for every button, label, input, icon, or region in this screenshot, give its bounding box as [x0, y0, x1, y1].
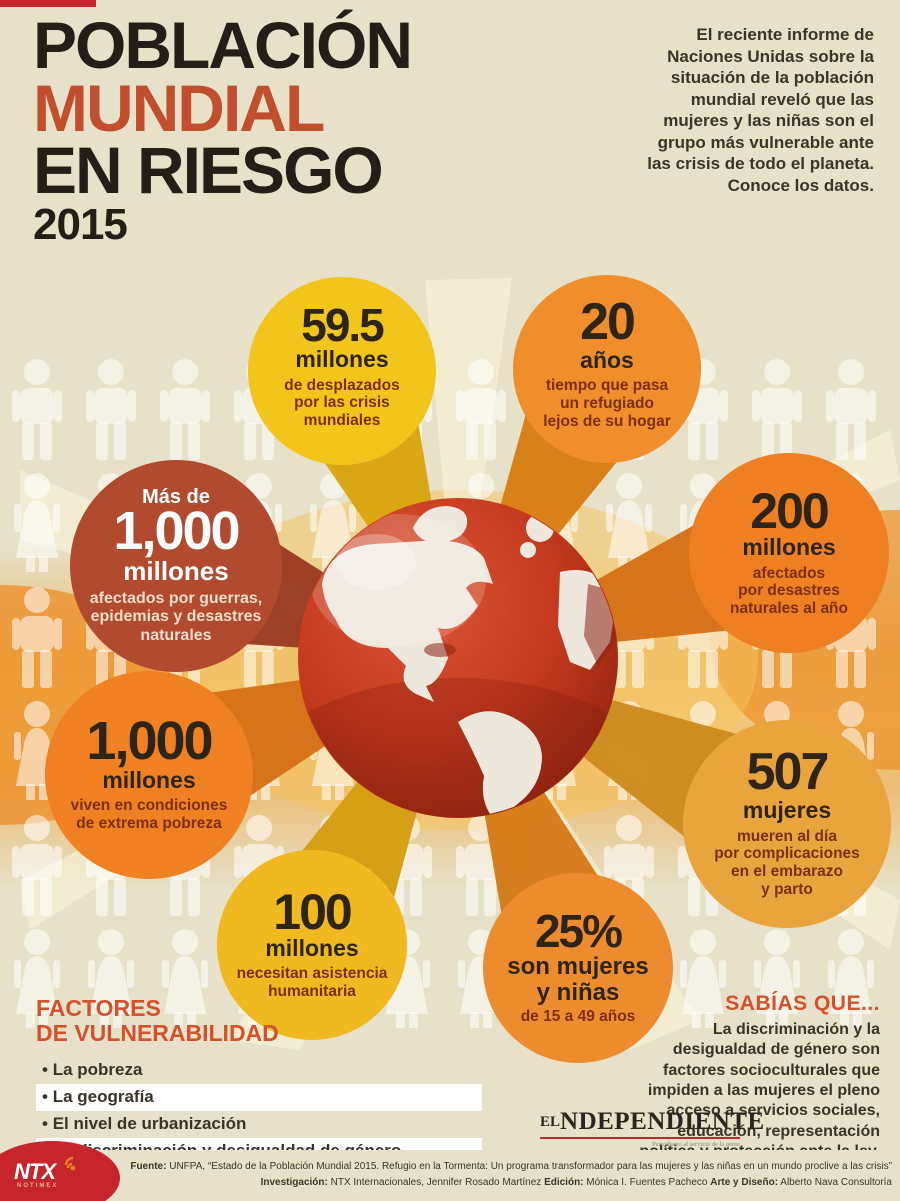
logo-tagline: Periodismo al servicio de la gente [652, 1141, 740, 1148]
credit-label: Investigación: [260, 1176, 328, 1188]
stat-unit: son mujeres [507, 952, 649, 980]
logo-name-text: NDEPENDIENTE [560, 1108, 765, 1135]
did-you-know-text: La discriminación y la desigualdad de gé… [639, 1021, 880, 1160]
ntx-logo-subtext: NOTIMEX [17, 1183, 59, 1189]
intro-paragraph: El reciente informe de Naciones Unidas s… [647, 25, 874, 196]
source-label: Fuente: [130, 1161, 167, 1172]
bubble-maternal-deaths: 507 mujeres mueren al día por complicacio… [683, 720, 891, 928]
stat-desc: viven en condiciones de extrema pobreza [70, 797, 228, 833]
vulnerability-factors-section: FACTORES DE VULNERABILIDAD La pobreza La… [36, 996, 482, 1165]
el-independiente-logo: EL NDEPENDIENTE Periodismo al servicio d… [540, 1086, 764, 1148]
stat-desc: de desplazados por las crisis mundiales [284, 376, 400, 430]
top-left-red-accent [0, 0, 96, 7]
list-item: La geografía [36, 1083, 482, 1111]
stat-unit: millones [123, 556, 229, 587]
stat-desc: afectados por desastres naturales al año [729, 564, 848, 618]
page-title: POBLACIÓN MUNDIAL EN RIESGO 2015 [33, 8, 413, 250]
title-year: 2015 [33, 200, 128, 250]
credit-label: Edición: [544, 1176, 584, 1188]
signal-icon [64, 1156, 76, 1171]
stat-desc: de 15 a 49 años [520, 1007, 636, 1025]
stat-value: 200 [750, 483, 829, 540]
stat-unit: millones [742, 534, 836, 561]
stat-unit-2: y niñas [536, 979, 620, 1007]
stat-value: 1,000 [113, 500, 240, 561]
stat-prefix: Más de [142, 485, 210, 508]
bubble-disaster-affected: 200 millones afectados por desastres natur… [689, 453, 889, 653]
did-you-know-heading: SABÍAS QUE... [725, 992, 880, 1015]
stat-value: 507 [746, 743, 830, 802]
list-item: El nivel de urbanización [36, 1111, 482, 1138]
stat-desc: tiempo que pasa un refugiado lejos de su h… [543, 377, 671, 431]
stat-desc: necesitan asistencia humanitaria [236, 965, 388, 1001]
stat-unit: mujeres [742, 797, 832, 824]
bubble-displaced: 59.5 millones de desplazados por las cris… [248, 277, 436, 465]
factors-heading: FACTORES DE VULNERABILIDAD [36, 995, 279, 1046]
stat-value: 25% [534, 905, 623, 958]
stat-value: 1,000 [86, 711, 213, 772]
bubble-women-girls: 25% son mujeres y niñas de 15 a 49 años [483, 873, 673, 1063]
title-line-3: EN RIESGO [33, 133, 384, 208]
bubble-war-affected: Más de 1,000 millones afectados por guer… [70, 460, 282, 672]
logo-underline [540, 1137, 740, 1139]
stat-value: 59.5 [301, 298, 385, 351]
stat-desc: afectados por guerras, epidemias y desast… [89, 590, 263, 644]
title-line-2: MUNDIAL [33, 70, 325, 145]
bubble-humanitarian-aid: 100 millones necesitan asistencia humanit… [217, 850, 407, 1040]
stat-value: 20 [580, 293, 636, 352]
source-text: UNFPA, “Estado de la Población Mundial 2… [166, 1161, 892, 1172]
bubble-refugee-years: 20 años tiempo que pasa un refugiado lejos… [513, 275, 701, 463]
did-you-know-section: SABÍAS QUE... La discriminación y la des… [628, 992, 880, 1162]
bubble-extreme-poverty: 1,000 millones viven en condiciones de ex… [45, 671, 253, 879]
stat-desc: mueren al día por complicaciones en el em… [714, 827, 860, 898]
footer-bar: Fuente: UNFPA, “Estado de la Población M… [0, 1141, 900, 1201]
ntx-notimex-logo: NTX NOTIMEX [0, 1141, 120, 1201]
ntx-logo-text: NTX [14, 1159, 56, 1184]
stat-unit: millones [295, 346, 389, 373]
stat-value: 100 [273, 883, 352, 940]
logo-el-text: EL [540, 1114, 561, 1130]
list-item: La pobreza [36, 1057, 482, 1084]
stat-unit: millones [102, 766, 196, 793]
credit-label: Arte y Diseño: [710, 1176, 779, 1188]
factors-list: La pobreza La geografía El nivel de urba… [36, 1057, 482, 1165]
globe-illustration [298, 498, 618, 818]
title-line-1: POBLACIÓN [33, 8, 413, 82]
stat-unit: años [580, 346, 634, 373]
footer-credits: Fuente: UNFPA, “Estado de la Población M… [130, 1161, 892, 1188]
stat-unit: millones [265, 934, 359, 961]
